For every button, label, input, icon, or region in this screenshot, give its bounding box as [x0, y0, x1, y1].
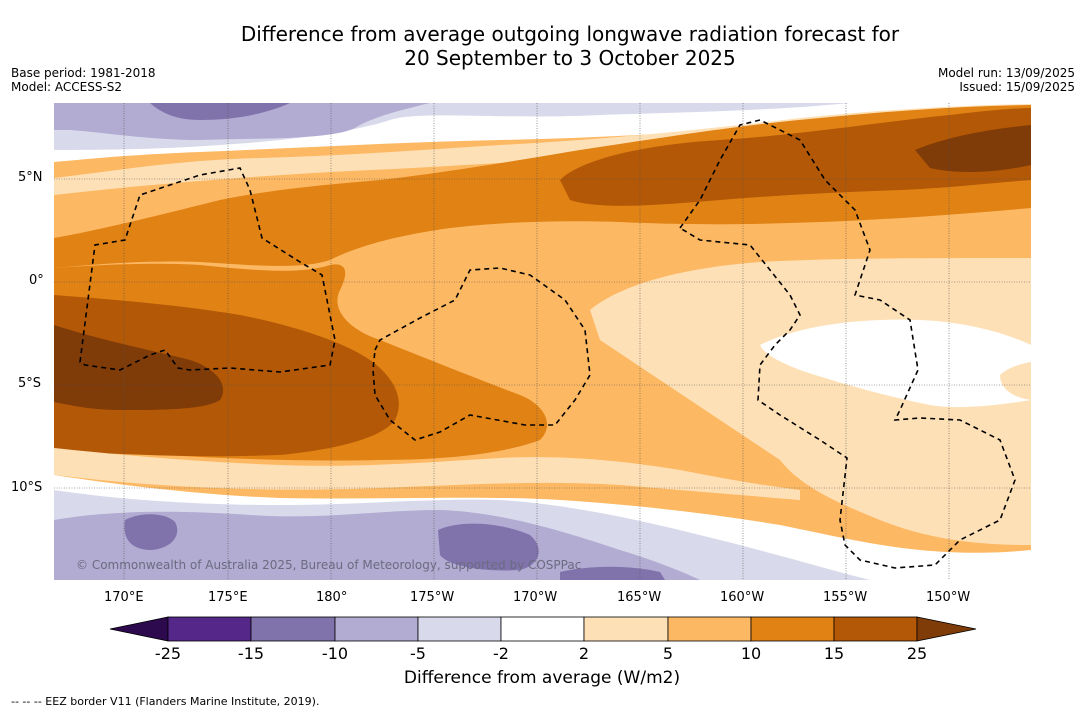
contour-minus10-north [150, 103, 290, 120]
colorbar-label-3: -10 [321, 644, 349, 663]
base-info: Base period: 1981-2018 Model: ACCESS-S2 [11, 66, 156, 94]
contour-15-25-west [54, 295, 399, 457]
contour-minus5-north [54, 103, 430, 140]
colorbar-swatch-1 [167, 616, 252, 642]
colorbar-label-9: 15 [823, 644, 845, 663]
colorbar-label-8: 10 [740, 644, 762, 663]
colorbar-label-10: 25 [906, 644, 928, 663]
colorbar-extend-low [109, 616, 169, 642]
lat-tick-10s: 10°S [11, 480, 43, 495]
contour-15-25-north [560, 108, 1031, 206]
colorbar-label-2: -15 [237, 644, 265, 663]
colorbar-label-6: 2 [578, 644, 590, 663]
colorbar-swatch-3 [334, 616, 419, 642]
lat-tick-0: 0° [29, 273, 44, 288]
colorbar-swatch-9 [833, 616, 918, 642]
issued-date: Issued: 15/09/2025 [959, 80, 1075, 94]
eez-kiribati-line [678, 119, 1016, 569]
eez-tuvalu [79, 167, 336, 373]
contour-2-5-south [54, 448, 800, 500]
colorbar-swatch-4 [417, 616, 502, 642]
lon-tick-160w: 160°W [720, 590, 765, 605]
colorbar-swatch-7 [667, 616, 752, 642]
contour-neutral-east [760, 319, 1031, 408]
contour-minus10-south-c [560, 566, 665, 580]
contour-minus5-south [54, 510, 700, 580]
lon-tick-175e: 175°E [208, 590, 248, 605]
colorbar-label-1: -25 [154, 644, 182, 663]
model-name: Model: ACCESS-S2 [11, 80, 123, 94]
map-title: Difference from average outgoing longwav… [0, 22, 1085, 70]
lon-tick-170w: 170°W [513, 590, 558, 605]
contour-minus10-south-a [124, 514, 178, 550]
colorbar-swatch-6 [583, 616, 669, 642]
colorbar-label-4: -5 [410, 644, 426, 663]
colorbar-label-7: 5 [662, 644, 674, 663]
colorbar-title: Difference from average (W/m2) [403, 668, 681, 688]
colorbar-swatch-5 [500, 616, 585, 642]
lon-tick-150w: 150°W [926, 590, 971, 605]
title-line-2: 20 September to 3 October 2025 [404, 46, 736, 70]
graticule [54, 103, 1031, 580]
eez-legend-note: -- -- -- EEZ border V11 (Flanders Marine… [11, 695, 320, 708]
colorbar-label-5: -2 [493, 644, 509, 663]
colorbar-swatch-8 [750, 616, 835, 642]
copyright-text: © Commonwealth of Australia 2025, Bureau… [76, 558, 582, 572]
lon-tick-180: 180° [316, 590, 348, 605]
lat-tick-5s: 5°S [18, 376, 42, 391]
title-line-1: Difference from average outgoing longwav… [240, 22, 900, 46]
lon-tick-165w: 165°W [617, 590, 662, 605]
eez-tokelau [372, 267, 591, 441]
contour-gt25-west [54, 325, 224, 410]
contour-minus10-south-b [438, 523, 539, 571]
lon-tick-155w: 155°W [823, 590, 868, 605]
contour-gt25-north [915, 125, 1031, 172]
lon-tick-170e: 170°E [104, 590, 144, 605]
base-period: Base period: 1981-2018 [11, 66, 156, 80]
colorbar-swatch-2 [250, 616, 336, 642]
lat-tick-5n: 5°N [18, 170, 43, 185]
contour-2-5-edge [1000, 362, 1031, 400]
model-run-date: Model run: 13/09/2025 [937, 66, 1075, 80]
lon-tick-175w: 175°W [410, 590, 455, 605]
colorbar-extend-high [916, 616, 977, 642]
run-info: Model run: 13/09/2025 Issued: 15/09/2025 [938, 66, 1075, 94]
eez-borders [79, 119, 1016, 569]
